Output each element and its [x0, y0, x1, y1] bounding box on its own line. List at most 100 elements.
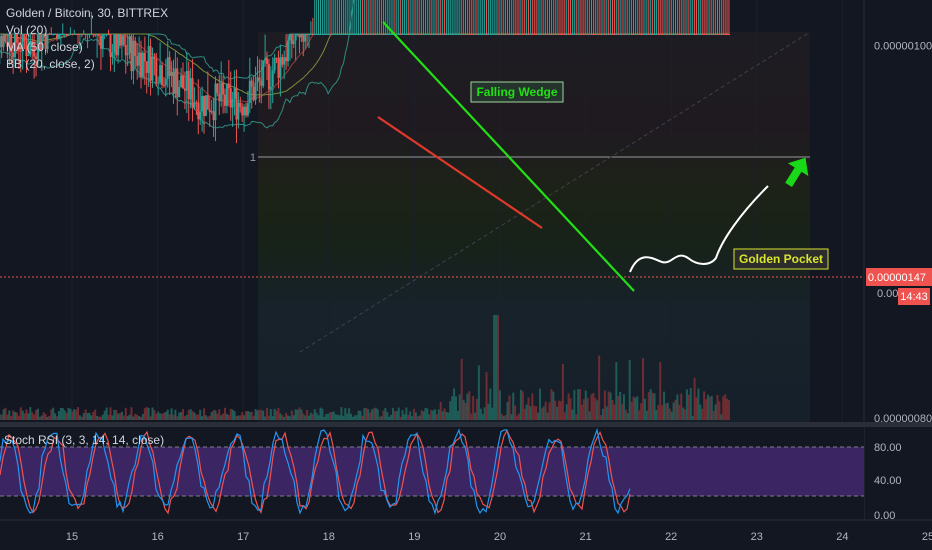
- volume-bar: [447, 412, 450, 420]
- bb-indicator-label[interactable]: BB (20, close, 2): [6, 57, 95, 71]
- candle-body: [14, 34, 17, 58]
- volume-bar: [407, 414, 410, 420]
- candle-body: [655, 34, 658, 35]
- candle-body: [82, 34, 85, 35]
- volume-bar: [231, 409, 234, 420]
- fib-retracement: 00.2360.3820.50.6180.650.7861: [250, 152, 810, 164]
- volume-bar: [54, 413, 57, 420]
- volume-bar: [573, 390, 576, 420]
- candle-body: [8, 34, 11, 47]
- time-tick: 17: [237, 531, 249, 543]
- candle-body: [86, 34, 89, 35]
- candle-body: [691, 34, 694, 35]
- volume-bar: [23, 413, 26, 420]
- volume-bar: [254, 409, 257, 420]
- volume-bar: [357, 410, 360, 420]
- volume-bar: [437, 409, 440, 420]
- candle-body: [294, 34, 297, 41]
- candle-body: [390, 34, 393, 35]
- volume-bar: [235, 415, 238, 420]
- candle-body: [416, 34, 419, 35]
- volume-bar: [29, 407, 32, 420]
- volume-bar: [304, 415, 307, 420]
- volume-bar: [580, 404, 583, 420]
- volume-bar: [298, 407, 301, 420]
- candle-body: [439, 34, 442, 35]
- volume-bar: [252, 415, 255, 420]
- candle-body: [569, 34, 572, 35]
- volume-bar: [701, 408, 704, 420]
- candle-body: [584, 34, 587, 35]
- volume-bar: [617, 395, 620, 420]
- volume-bar: [153, 409, 156, 420]
- candle-body: [372, 34, 375, 35]
- volume-bar: [285, 412, 288, 420]
- volume-bar: [136, 414, 139, 420]
- candle-body: [105, 34, 108, 35]
- candle-body: [424, 34, 427, 35]
- candle-body: [304, 34, 307, 42]
- candle-body: [302, 34, 305, 42]
- candle-body: [17, 42, 20, 51]
- volume-bar: [225, 413, 228, 420]
- volume-bar: [159, 413, 162, 420]
- candle-body: [109, 34, 112, 57]
- candle-body: [689, 34, 692, 35]
- candle-body: [418, 34, 421, 35]
- volume-bar: [281, 415, 284, 420]
- price-axis[interactable]: [864, 0, 932, 422]
- volume-bar: [529, 406, 532, 420]
- ma-indicator-label[interactable]: MA (50, close): [6, 40, 83, 54]
- volume-bar: [370, 409, 373, 420]
- volume-bar: [582, 399, 585, 420]
- stoch-rsi-title[interactable]: Stoch RSI (3, 3, 14, 14, close): [4, 433, 165, 447]
- volume-bar: [220, 415, 223, 420]
- candle-body: [10, 34, 13, 53]
- candle-body: [327, 34, 330, 35]
- candle-body: [401, 34, 404, 35]
- volume-bar: [401, 410, 404, 420]
- symbol-title[interactable]: Golden / Bitcoin, 30, BITTREX: [6, 6, 169, 20]
- candle-body: [61, 34, 64, 35]
- volume-bar: [269, 408, 272, 420]
- volume-bar: [130, 407, 133, 420]
- volume-bar: [495, 315, 498, 420]
- volume-bar: [258, 409, 261, 420]
- candle-body: [516, 34, 519, 35]
- volume-indicator-label[interactable]: Vol (20): [6, 23, 48, 37]
- candle-body: [598, 34, 601, 35]
- candle-body: [615, 34, 618, 35]
- volume-bar: [403, 414, 406, 420]
- volume-bar: [98, 416, 101, 420]
- stoch-rsi-lines: [0, 427, 631, 516]
- candle-body: [617, 34, 620, 35]
- candle-body: [145, 61, 148, 73]
- candle-body: [449, 34, 452, 35]
- candle-body: [456, 34, 459, 35]
- volume-bar: [126, 416, 129, 420]
- volume-bar: [445, 411, 448, 420]
- candle-body: [626, 34, 629, 35]
- volume-bar: [475, 398, 478, 420]
- candle-body: [636, 34, 639, 35]
- candle-body: [332, 34, 335, 35]
- volume-bar: [323, 416, 326, 420]
- candle-body: [577, 34, 580, 35]
- volume-bar: [52, 407, 55, 420]
- volume-bar: [546, 412, 549, 420]
- candle-body: [714, 34, 717, 35]
- price-tick: 0.00000100: [874, 41, 932, 53]
- candle-body: [590, 34, 593, 35]
- candle-body: [46, 34, 49, 50]
- volume-bar: [264, 416, 267, 420]
- candle-body: [340, 34, 343, 35]
- candle-body: [260, 80, 263, 86]
- volume-bar: [103, 410, 106, 420]
- volume-bar: [388, 416, 391, 420]
- volume-bar: [609, 392, 612, 420]
- volume-bar: [182, 409, 185, 420]
- time-axis[interactable]: [0, 520, 932, 550]
- volume-bar: [283, 416, 286, 420]
- candle-body: [588, 34, 591, 35]
